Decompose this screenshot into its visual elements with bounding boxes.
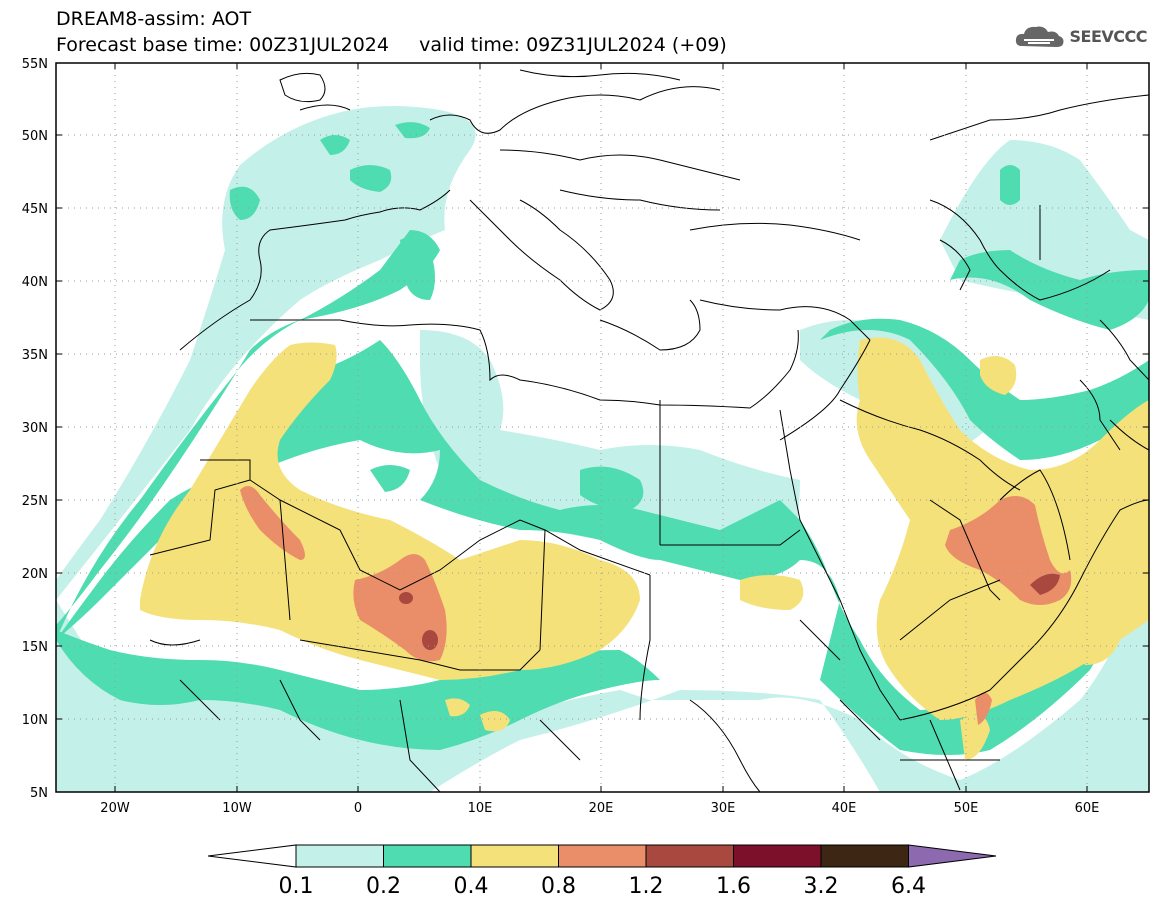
lon-label: 10E — [468, 801, 493, 816]
lon-axis-ticks — [114, 63, 1088, 792]
colorbar-label: 0.4 — [454, 874, 489, 899]
lat-label: 5N — [30, 786, 48, 801]
colorbar-label: 0.8 — [541, 874, 576, 899]
lon-label: 10W — [222, 801, 252, 816]
lat-label: 25N — [22, 494, 48, 509]
logo-text: SEEVCCC — [1069, 26, 1148, 46]
colorbar-label: 1.6 — [716, 874, 751, 899]
lon-labels: 20W 10W 0 10E 20E 30E 40E 50E 60E — [100, 801, 1099, 816]
lat-label: 15N — [22, 640, 48, 655]
colorbar-label: 1.2 — [629, 874, 664, 899]
lat-label: 20N — [22, 567, 48, 582]
lon-label: 60E — [1075, 801, 1100, 816]
lon-label: 20E — [589, 801, 614, 816]
colorbar-label: 3.2 — [804, 874, 839, 899]
colorbar-swatch — [295, 844, 384, 868]
lon-label: 30E — [711, 801, 736, 816]
lat-label: 30N — [22, 421, 48, 436]
lat-labels: 55N 50N 45N 40N 35N 30N 25N 20N 15N 10N … — [22, 57, 48, 801]
lat-label: 40N — [22, 275, 48, 290]
colorbar-swatch — [383, 844, 472, 868]
colorbar-swatch — [558, 844, 647, 868]
lat-axis — [56, 62, 1149, 793]
colorbar-label: 6.4 — [891, 874, 926, 899]
lon-label: 0 — [354, 801, 362, 816]
seevccc-logo: SEEVCCC — [1014, 22, 1148, 50]
colorbar-swatch — [820, 844, 909, 868]
lon-label: 40E — [832, 801, 857, 816]
colorbar-swatch — [470, 844, 559, 868]
lat-label: 45N — [22, 202, 48, 217]
colorbar-high-arrow — [908, 844, 997, 868]
lon-label: 50E — [954, 801, 979, 816]
lon-label: 20W — [100, 801, 130, 816]
aot-shading — [56, 106, 1149, 792]
graticule — [56, 63, 1149, 792]
cloud-icon — [1015, 26, 1063, 47]
lat-label: 10N — [22, 713, 48, 728]
lat-label: 50N — [22, 129, 48, 144]
colorbar-label: 0.1 — [279, 874, 314, 899]
forecast-time-subtitle: Forecast base time: 00Z31JUL2024 valid t… — [56, 34, 727, 56]
lat-label: 55N — [22, 57, 48, 72]
map-title: DREAM8-assim: AOT — [56, 8, 252, 30]
colorbar-swatch — [733, 844, 822, 868]
colorbar-low-arrow — [207, 844, 297, 868]
aot-band-1.2 — [399, 573, 1060, 650]
lat-label: 35N — [22, 348, 48, 363]
country-borders — [149, 69, 1149, 792]
colorbar — [207, 844, 997, 868]
colorbar-label: 0.2 — [366, 874, 401, 899]
colorbar-swatch — [645, 844, 734, 868]
colorbar-labels: 0.1 0.2 0.4 0.8 1.2 1.6 3.2 6.4 — [279, 874, 927, 899]
